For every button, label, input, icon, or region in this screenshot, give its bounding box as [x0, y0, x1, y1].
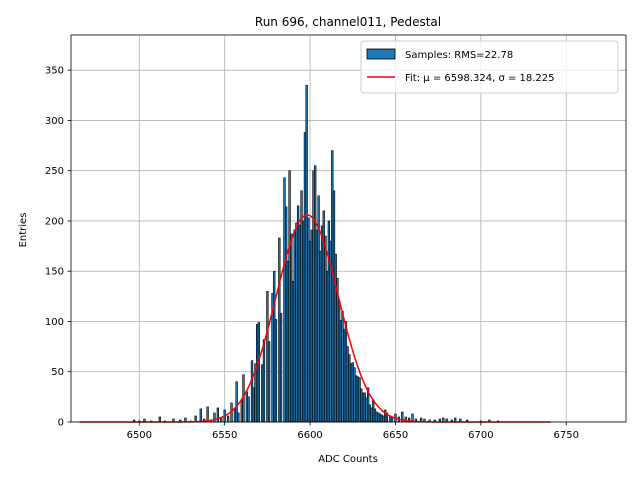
- histogram-bar: [226, 415, 230, 423]
- x-tick-label: 6550: [212, 430, 237, 441]
- legend: Samples: RMS=22.78 Fit: μ = 6598.324, σ …: [360, 40, 619, 94]
- histogram-bar: [262, 339, 266, 423]
- histogram-bar: [274, 319, 278, 423]
- y-tick-label: 300: [45, 116, 64, 127]
- legend-samples-swatch: [366, 48, 396, 60]
- y-tick-label: 250: [45, 166, 64, 177]
- chart-title: Run 696, channel011, Pedestal: [255, 15, 441, 29]
- legend-fit-label: Fit: μ = 6598.324, σ = 18.225: [405, 73, 555, 84]
- y-tick-label: 0: [58, 418, 64, 429]
- histogram-bar: [220, 417, 223, 423]
- y-tick-label: 50: [51, 367, 64, 378]
- histogram-bar: [257, 322, 261, 423]
- y-tick-label: 100: [45, 317, 64, 328]
- x-tick-label: 6600: [297, 430, 322, 441]
- histogram-bar: [199, 408, 202, 423]
- x-axis-label: ADC Counts: [318, 454, 378, 465]
- x-tick-label: 6750: [554, 430, 579, 441]
- x-tick-label: 6700: [468, 430, 493, 441]
- histogram-bar: [237, 412, 240, 423]
- x-tick-label: 6650: [383, 430, 408, 441]
- histogram-bar: [267, 341, 271, 423]
- histogram-bar: [247, 396, 250, 423]
- histogram-bar: [158, 416, 161, 423]
- plot-frame: [70, 34, 627, 423]
- y-axis-label: Entries: [18, 213, 29, 248]
- histogram-bar: [216, 407, 220, 423]
- x-axis-ticks: 6500 6550 6600 6650 6700 6750: [127, 422, 579, 441]
- y-axis-ticks: 0 50 100 150 200 250 300 350: [45, 66, 71, 429]
- legend-samples-label: Samples: RMS=22.78: [405, 50, 513, 61]
- histogram-bar: [279, 313, 283, 423]
- x-tick-label: 6500: [127, 430, 152, 441]
- histogram-bar: [206, 406, 209, 423]
- y-tick-label: 150: [45, 267, 64, 278]
- y-tick-label: 350: [45, 66, 64, 77]
- legend-box: [360, 40, 619, 94]
- histogram-bars: [133, 84, 500, 423]
- histogram-bar: [213, 412, 216, 423]
- y-tick-label: 200: [45, 216, 64, 227]
